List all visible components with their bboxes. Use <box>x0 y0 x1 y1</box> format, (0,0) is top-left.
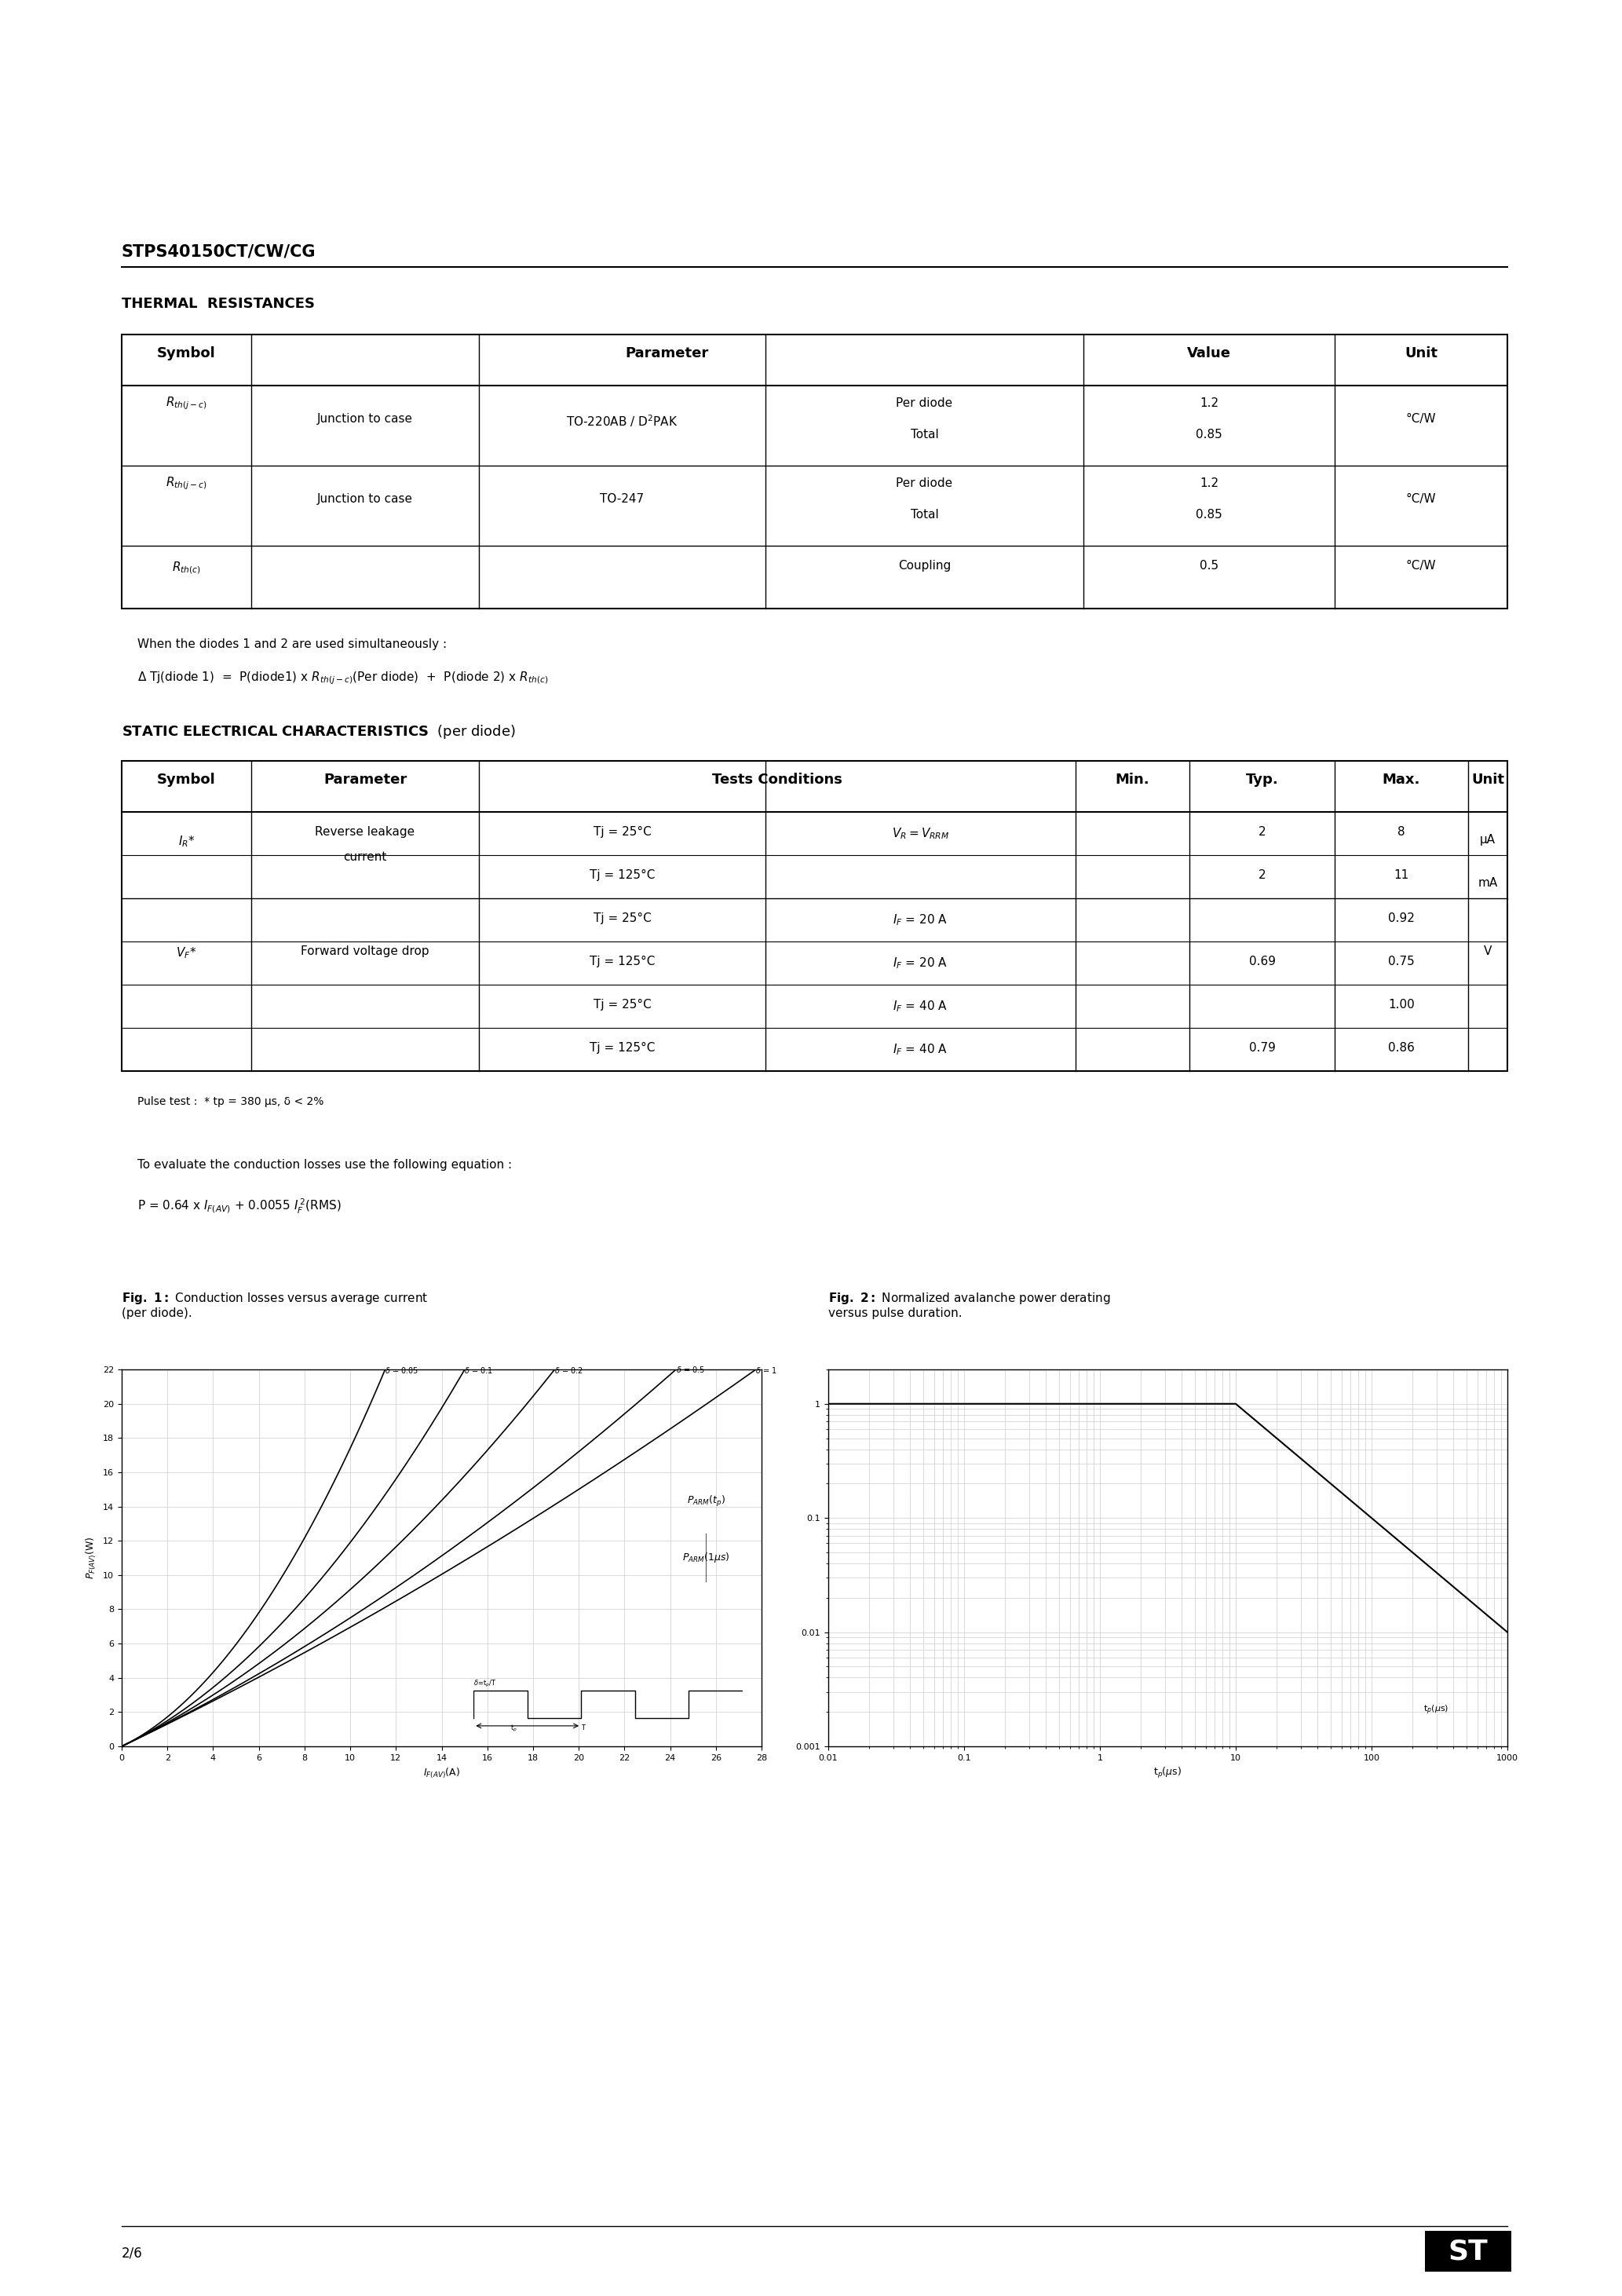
Text: 1.2: 1.2 <box>1200 397 1218 409</box>
Bar <box>1426 2232 1512 2271</box>
Text: Pulse test :  * tp = 380 μs, δ < 2%: Pulse test : * tp = 380 μs, δ < 2% <box>138 1095 324 1107</box>
Text: Total: Total <box>910 510 939 521</box>
Text: Tj = 125°C: Tj = 125°C <box>589 955 655 967</box>
Text: 2: 2 <box>1259 827 1265 838</box>
Text: Junction to case: Junction to case <box>318 413 414 425</box>
Text: Coupling: Coupling <box>899 560 950 572</box>
Text: 0.86: 0.86 <box>1388 1042 1414 1054</box>
Text: Max.: Max. <box>1382 774 1421 788</box>
Text: Parameter: Parameter <box>626 347 709 360</box>
Text: 0.92: 0.92 <box>1388 912 1414 925</box>
Text: $\delta$ = 0.2: $\delta$ = 0.2 <box>555 1366 582 1375</box>
Text: 0.85: 0.85 <box>1195 429 1223 441</box>
Text: $\mathbf{Fig.\ 2:}$ Normalized avalanche power derating
versus pulse duration.: $\mathbf{Fig.\ 2:}$ Normalized avalanche… <box>829 1290 1111 1320</box>
Text: P = 0.64 x $I_{F(AV)}$ + 0.0055 $I_F^{\,2}$(RMS): P = 0.64 x $I_{F(AV)}$ + 0.0055 $I_F^{\,… <box>138 1196 341 1215</box>
Text: Tj = 125°C: Tj = 125°C <box>589 870 655 882</box>
Text: Unit: Unit <box>1471 774 1504 788</box>
Text: Reverse leakage: Reverse leakage <box>315 827 415 838</box>
Bar <box>122 335 1507 608</box>
Text: $I_F$ = 20 A: $I_F$ = 20 A <box>894 912 947 928</box>
Text: Tj = 25°C: Tj = 25°C <box>594 912 650 925</box>
Text: Tj = 125°C: Tj = 125°C <box>589 1042 655 1054</box>
Text: Symbol: Symbol <box>157 347 216 360</box>
Text: Symbol: Symbol <box>157 774 216 788</box>
Text: 0.85: 0.85 <box>1195 510 1223 521</box>
X-axis label: t$_p$($\mu$s): t$_p$($\mu$s) <box>1153 1766 1182 1779</box>
Text: mA: mA <box>1478 877 1497 889</box>
Text: STPS40150CT/CW/CG: STPS40150CT/CW/CG <box>122 243 316 259</box>
Text: μA: μA <box>1479 833 1495 845</box>
Text: Forward voltage drop: Forward voltage drop <box>300 946 430 957</box>
Text: $R_{th(c)}$: $R_{th(c)}$ <box>172 560 201 576</box>
Text: $I_F$ = 40 A: $I_F$ = 40 A <box>894 1042 947 1056</box>
Text: $\mathbf{STATIC\ ELECTRICAL\ CHARACTERISTICS}$  (per diode): $\mathbf{STATIC\ ELECTRICAL\ CHARACTERIS… <box>122 723 516 742</box>
Bar <box>122 760 1507 1070</box>
Text: $\delta$ = 0.05: $\delta$ = 0.05 <box>384 1366 418 1375</box>
Text: Tj = 25°C: Tj = 25°C <box>594 999 650 1010</box>
Text: $R_{th(j-c)}$: $R_{th(j-c)}$ <box>165 395 208 411</box>
Text: ST: ST <box>1448 2239 1487 2264</box>
Text: $\delta$ = 0.1: $\delta$ = 0.1 <box>464 1366 493 1375</box>
Text: Per diode: Per diode <box>895 478 952 489</box>
Text: $\delta$ = 1: $\delta$ = 1 <box>756 1366 777 1375</box>
Text: 0.75: 0.75 <box>1388 955 1414 967</box>
Text: 1.2: 1.2 <box>1200 478 1218 489</box>
Text: $I_R$*: $I_R$* <box>178 833 195 850</box>
Text: $V_F$*: $V_F$* <box>177 946 196 960</box>
Text: $V_R = V_{RRM}$: $V_R = V_{RRM}$ <box>892 827 949 840</box>
Text: $R_{th(j-c)}$: $R_{th(j-c)}$ <box>165 475 208 491</box>
Text: $P_{ARM}(t_p)$: $P_{ARM}(t_p)$ <box>686 1495 725 1508</box>
Text: Unit: Unit <box>1405 347 1437 360</box>
Text: Typ.: Typ. <box>1246 774 1278 788</box>
Text: TO-220AB / D$^2$PAK: TO-220AB / D$^2$PAK <box>566 413 678 429</box>
Text: Min.: Min. <box>1116 774 1150 788</box>
Text: 0.5: 0.5 <box>1200 560 1218 572</box>
Text: $\mathbf{Fig.\ 1:}$ Conduction losses versus average current
(per diode).: $\mathbf{Fig.\ 1:}$ Conduction losses ve… <box>122 1290 428 1320</box>
Text: Junction to case: Junction to case <box>318 494 414 505</box>
Text: °C/W: °C/W <box>1406 413 1435 425</box>
Text: Per diode: Per diode <box>895 397 952 409</box>
Text: t$_p$($\mu$s): t$_p$($\mu$s) <box>1424 1704 1448 1717</box>
Text: $\Delta$ Tj(diode 1)  =  P(diode1) x $R_{th(j-c)}$(Per diode)  +  P(diode 2) x $: $\Delta$ Tj(diode 1) = P(diode1) x $R_{t… <box>138 670 548 687</box>
X-axis label: $I_{F(AV)}$(A): $I_{F(AV)}$(A) <box>423 1766 461 1779</box>
Text: °C/W: °C/W <box>1406 560 1435 572</box>
Text: Tj = 25°C: Tj = 25°C <box>594 827 650 838</box>
Text: $I_F$ = 20 A: $I_F$ = 20 A <box>894 955 947 971</box>
Text: 2: 2 <box>1259 870 1265 882</box>
Text: V: V <box>1484 946 1492 957</box>
Text: When the diodes 1 and 2 are used simultaneously :: When the diodes 1 and 2 are used simulta… <box>138 638 446 650</box>
Text: $I_F$ = 40 A: $I_F$ = 40 A <box>894 999 947 1013</box>
Text: 1.00: 1.00 <box>1388 999 1414 1010</box>
Text: 0.69: 0.69 <box>1249 955 1275 967</box>
Text: °C/W: °C/W <box>1406 494 1435 505</box>
Text: 11: 11 <box>1393 870 1410 882</box>
Text: 2/6: 2/6 <box>122 2245 143 2259</box>
Text: Value: Value <box>1187 347 1231 360</box>
Y-axis label: $P_{F(AV)}$(W): $P_{F(AV)}$(W) <box>84 1536 99 1580</box>
Text: TO-247: TO-247 <box>600 494 644 505</box>
Text: Tests Conditions: Tests Conditions <box>712 774 842 788</box>
Text: $\delta$ = 0.5: $\delta$ = 0.5 <box>676 1364 706 1375</box>
Text: Total: Total <box>910 429 939 441</box>
Text: THERMAL  RESISTANCES: THERMAL RESISTANCES <box>122 296 315 310</box>
Text: 0.79: 0.79 <box>1249 1042 1275 1054</box>
Text: Parameter: Parameter <box>323 774 407 788</box>
Text: current: current <box>344 852 386 863</box>
Text: 8: 8 <box>1398 827 1405 838</box>
Text: To evaluate the conduction losses use the following equation :: To evaluate the conduction losses use th… <box>138 1159 513 1171</box>
Text: $P_{ARM}(1\mu s)$: $P_{ARM}(1\mu s)$ <box>683 1552 730 1564</box>
